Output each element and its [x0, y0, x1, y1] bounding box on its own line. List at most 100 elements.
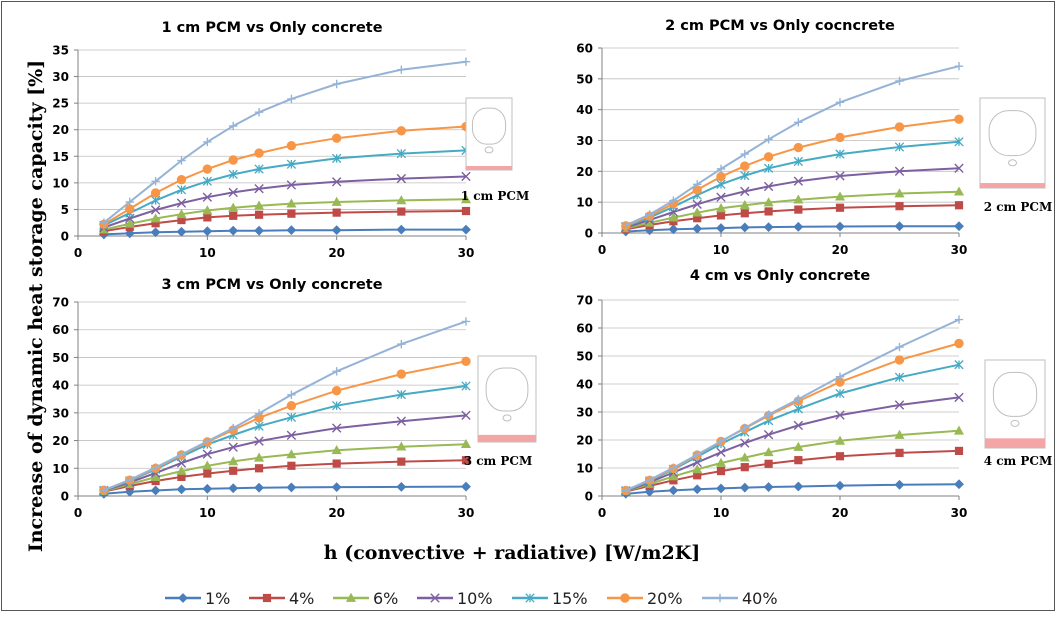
- data-point: [835, 372, 845, 381]
- data-point: [739, 452, 750, 462]
- legend-item: 15%: [512, 589, 588, 608]
- data-point: [150, 471, 161, 482]
- data-point: [461, 456, 471, 465]
- data-point: [894, 400, 905, 410]
- y-tick-label: 0: [585, 490, 593, 504]
- y-tick-label: 30: [52, 70, 69, 84]
- x-tick-label: 20: [328, 246, 345, 260]
- chart-panel-4: 4 cm vs Only concrete 0 10 20 30 40 50 60 70 0 10 2…: [576, 268, 1052, 520]
- data-point: [332, 400, 342, 411]
- legend-item: 40%: [702, 589, 778, 608]
- chart-panel-2: 2 cm PCM vs Only cocncrete 0 10 20 30 40 50 60 0…: [576, 18, 1052, 257]
- data-point: [668, 485, 679, 496]
- data-point: [397, 65, 406, 74]
- legend-marker: [715, 593, 725, 603]
- data-point: [645, 475, 654, 485]
- x-tick-label: 10: [199, 246, 216, 260]
- data-point: [894, 122, 905, 132]
- data-point: [150, 205, 161, 215]
- data-point: [793, 221, 804, 232]
- data-point: [692, 223, 703, 234]
- data-point: [396, 369, 407, 379]
- data-point: [177, 156, 186, 165]
- data-point: [621, 221, 630, 230]
- data-point: [764, 207, 773, 216]
- y-axis-label: Increase of dynamic heat storage capacit…: [25, 60, 47, 552]
- legend-marker: [262, 593, 272, 603]
- data-point: [793, 420, 804, 431]
- data-point: [645, 210, 654, 219]
- y-tick-label: 25: [52, 97, 69, 111]
- data-point: [739, 222, 750, 233]
- pcm-layer: [985, 438, 1045, 448]
- data-point: [254, 225, 264, 236]
- data-point: [287, 461, 296, 470]
- data-point: [151, 463, 160, 472]
- legend-marker: [178, 593, 188, 603]
- data-point: [716, 447, 726, 458]
- data-point: [461, 410, 471, 421]
- data-point: [331, 225, 342, 236]
- data-point: [669, 463, 678, 472]
- data-point: [894, 221, 905, 232]
- data-point: [692, 207, 703, 217]
- data-point: [834, 435, 846, 445]
- data-point: [286, 159, 297, 169]
- data-point: [740, 149, 749, 159]
- data-point: [202, 192, 213, 202]
- data-point: [835, 149, 845, 159]
- data-point: [461, 224, 471, 235]
- legend-label: 1%: [205, 589, 230, 608]
- data-point: [203, 437, 212, 446]
- data-point: [203, 137, 212, 147]
- pcm-layer-diagram: [984, 359, 1046, 449]
- y-tick-label: 35: [52, 44, 69, 58]
- data-point: [202, 449, 213, 459]
- data-point: [793, 481, 804, 492]
- legend-label: 10%: [457, 589, 493, 608]
- data-point: [894, 188, 905, 198]
- data-point: [953, 186, 965, 196]
- pcm-layer: [980, 183, 1045, 188]
- data-point: [254, 482, 264, 493]
- data-point: [396, 481, 407, 492]
- data-point: [396, 195, 407, 205]
- data-point: [834, 191, 846, 201]
- data-point: [286, 449, 297, 459]
- y-tick-label: 60: [576, 322, 593, 336]
- series-40pct: [621, 315, 964, 495]
- data-point: [461, 381, 471, 391]
- data-point: [331, 423, 342, 433]
- data-point: [954, 479, 964, 490]
- y-tick-label: 70: [576, 294, 593, 308]
- room-outline: [992, 371, 1038, 417]
- data-point: [794, 205, 803, 214]
- legend-label: 15%: [552, 589, 588, 608]
- data-point: [461, 171, 471, 182]
- sensor-marker: [1010, 419, 1020, 427]
- data-point: [764, 459, 773, 468]
- x-tick-label: 0: [74, 246, 82, 260]
- data-point: [716, 179, 726, 189]
- data-point: [286, 225, 297, 236]
- y-tick-label: 40: [576, 103, 593, 117]
- data-point: [254, 200, 265, 210]
- data-point: [229, 423, 238, 433]
- data-point: [461, 206, 471, 216]
- data-point: [716, 437, 726, 446]
- data-point: [286, 140, 297, 151]
- data-point: [254, 184, 264, 194]
- data-point: [954, 338, 964, 349]
- legend-marker: [430, 593, 440, 603]
- pcm-layer-diagram: [465, 97, 513, 171]
- data-point: [176, 185, 187, 195]
- data-point: [286, 180, 297, 190]
- inset-label: 4 cm PCM: [984, 454, 1053, 468]
- data-point: [894, 479, 905, 490]
- y-tick-label: 10: [52, 462, 69, 476]
- data-point: [396, 173, 407, 184]
- data-point: [331, 445, 342, 455]
- data-point: [763, 181, 774, 192]
- chart-title: 3 cm PCM vs Only concrete: [161, 277, 382, 293]
